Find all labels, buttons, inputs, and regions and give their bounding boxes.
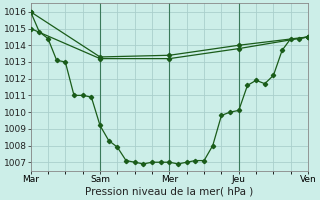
X-axis label: Pression niveau de la mer( hPa ): Pression niveau de la mer( hPa ) [85,187,253,197]
